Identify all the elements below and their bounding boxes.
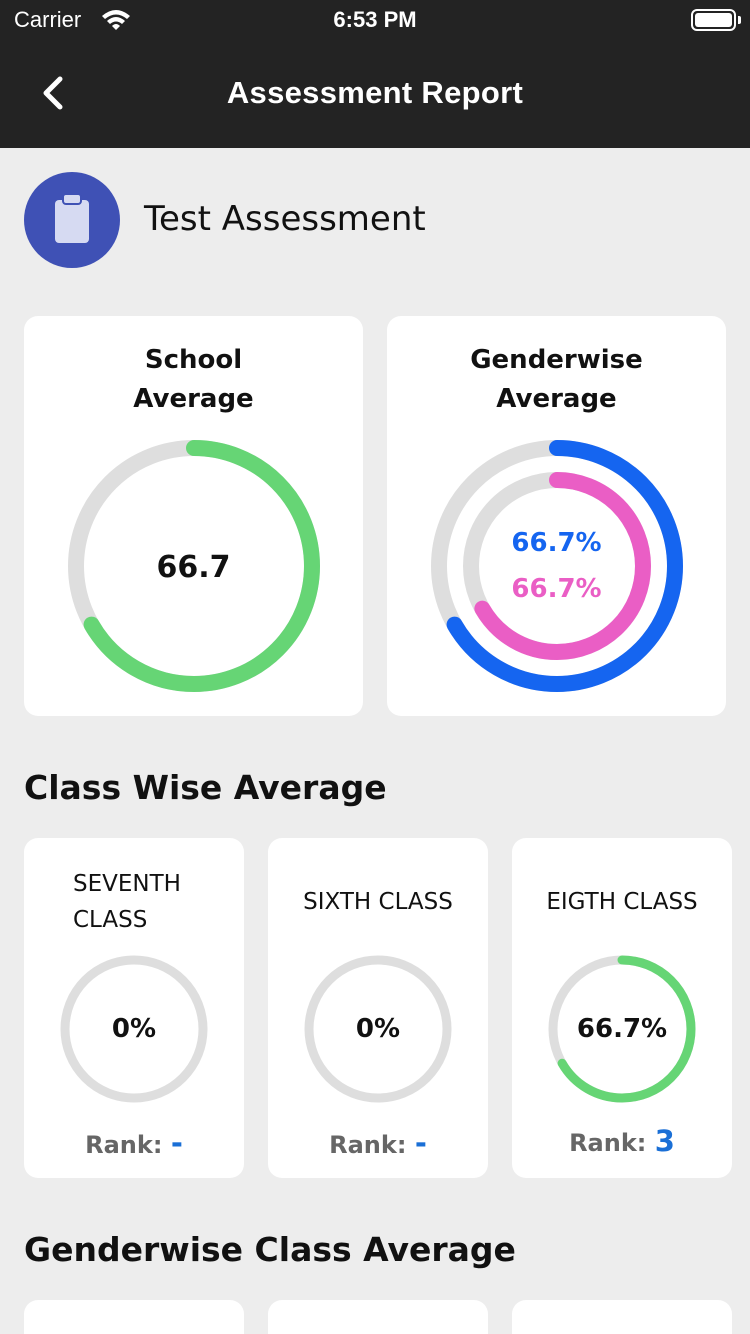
class-wise-section-title: Class Wise Average [24, 768, 387, 807]
genderwise-class-card-3[interactable] [512, 1300, 732, 1334]
class-rank: Rank: - [24, 1126, 244, 1160]
class-ring [548, 955, 696, 1103]
rank-label: Rank: [569, 1129, 647, 1157]
chevron-left-icon [43, 76, 63, 110]
class-name-line1: EIGTH CLASS [546, 889, 698, 915]
genderwise-average-ring [431, 440, 683, 692]
genderwise-inner-arc [463, 472, 651, 660]
rank-value: - [414, 1126, 427, 1160]
genderwise-average-title-line2: Average [496, 384, 617, 414]
assessment-avatar [24, 172, 120, 268]
class-name-line1: SEVENTH [73, 871, 181, 897]
school-average-ring [68, 440, 320, 692]
school-average-title-line1: School [144, 345, 243, 375]
genderwise-average-card[interactable]: Genderwise Average 66.7% 66.7% [387, 316, 726, 716]
class-ring-track [304, 955, 452, 1103]
school-average-value: 66.7 [156, 550, 231, 585]
wifi-icon [102, 10, 130, 30]
genderwise-class-card-1[interactable] [24, 1300, 244, 1334]
class-ring [304, 955, 452, 1103]
page-title: Assessment Report [226, 75, 524, 110]
battery-icon [691, 9, 736, 31]
genderwise-inner-value: 66.7% [511, 574, 602, 604]
status-time: 6:53 PM [333, 7, 417, 32]
genderwise-average-title-line1: Genderwise [470, 345, 643, 375]
school-average-progress-arc [68, 440, 320, 692]
class-card-eighth[interactable]: EIGTH CLASS 66.7% Rank: 3 [512, 838, 732, 1178]
class-value: 0% [355, 1014, 401, 1044]
clipboard-icon [55, 193, 89, 243]
class-name-line1: SIXTH CLASS [303, 889, 453, 915]
carrier-label: Carrier [14, 7, 82, 32]
class-ring-track [60, 955, 208, 1103]
class-ring [60, 955, 208, 1103]
rank-label: Rank: [85, 1131, 163, 1159]
class-ring-arc [548, 955, 696, 1103]
class-value: 66.7% [576, 1014, 668, 1044]
class-value: 0% [111, 1014, 157, 1044]
back-button[interactable] [26, 62, 86, 122]
school-average-title-line2: Average [133, 384, 254, 414]
school-average-card[interactable]: School Average 66.7 [24, 316, 363, 716]
battery-tip [738, 16, 741, 24]
status-bar: Carrier 6:53 PM [0, 0, 750, 40]
genderwise-outer-arc [431, 440, 683, 692]
rank-value: 3 [654, 1124, 675, 1158]
genderwise-outer-value: 66.7% [511, 528, 602, 558]
class-name-line2: CLASS [73, 907, 148, 933]
class-card-sixth[interactable]: SIXTH CLASS 0% Rank: - [268, 838, 488, 1178]
genderwise-class-section-title: Genderwise Class Average [24, 1230, 516, 1269]
class-rank: Rank: - [268, 1126, 488, 1160]
class-card-seventh[interactable]: SEVENTH CLASS 0% Rank: - [24, 838, 244, 1178]
rank-value: - [170, 1126, 183, 1160]
rank-label: Rank: [329, 1131, 407, 1159]
genderwise-class-card-2[interactable] [268, 1300, 488, 1334]
class-rank: Rank: 3 [512, 1124, 732, 1158]
nav-bar: Assessment Report [0, 40, 750, 148]
assessment-title: Test Assessment [144, 199, 426, 239]
